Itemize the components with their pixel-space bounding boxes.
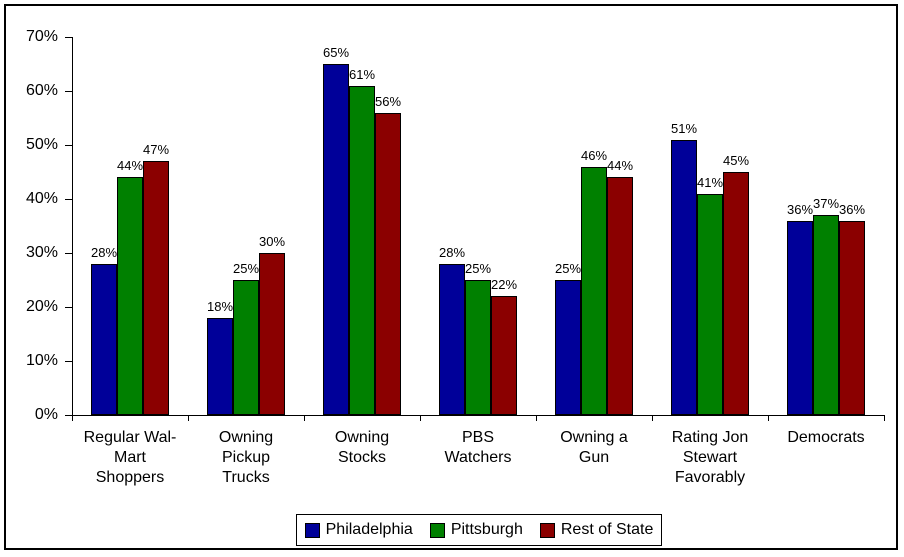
x-tick — [188, 415, 189, 421]
bar-value-label: 45% — [722, 153, 750, 168]
bar-rest-of-state — [839, 220, 865, 415]
bar-philadelphia — [555, 280, 581, 415]
legend-swatch-icon — [304, 522, 320, 538]
y-tick — [65, 145, 72, 146]
category-label: Democrats — [787, 429, 865, 446]
bar-rest-of-state — [607, 177, 633, 415]
bar-philadelphia — [671, 139, 697, 415]
bar-value-label: 28% — [90, 244, 118, 260]
x-tick — [304, 415, 305, 421]
x-tick — [536, 415, 537, 421]
y-tick-label: 0% — [34, 406, 58, 423]
x-tick — [72, 415, 73, 421]
legend-entry: Philadelphia — [304, 521, 413, 539]
bar-philadelphia — [323, 64, 349, 415]
category-label: Owning a Gun — [560, 429, 628, 466]
bar-value-label: 61% — [348, 66, 376, 82]
y-tick — [65, 307, 72, 308]
y-tick-label: 40% — [25, 190, 58, 207]
bar-philadelphia — [439, 263, 465, 415]
bar-rest-of-state — [375, 112, 401, 415]
category-label: Owning Pickup Trucks — [218, 429, 274, 486]
legend-label: Philadelphia — [325, 521, 413, 538]
bar-value-label: 18% — [206, 298, 234, 314]
y-tick — [65, 253, 72, 254]
x-tick — [884, 415, 885, 421]
bar-value-label: 36% — [838, 201, 866, 217]
category-label: PBS Watchers — [444, 429, 512, 466]
x-tick — [420, 415, 421, 421]
bar-pittsburgh — [813, 215, 839, 415]
category-label: Rating Jon Stewart Favorably — [671, 429, 749, 486]
category-label: Regular Wal- Mart Shoppers — [83, 429, 177, 486]
bar-value-label: 25% — [554, 261, 582, 276]
x-tick — [768, 415, 769, 421]
bar-pittsburgh — [349, 85, 375, 415]
y-tick-label: 60% — [25, 82, 58, 99]
legend-label: Rest of State — [560, 521, 654, 538]
legend-entry: Rest of State — [539, 521, 654, 539]
bar-pittsburgh — [117, 177, 143, 415]
bar-value-label: 28% — [438, 244, 466, 260]
bar-value-label: 44% — [116, 158, 144, 174]
bar-philadelphia — [787, 220, 813, 415]
bar-value-label: 22% — [490, 277, 518, 293]
x-axis-line — [72, 415, 885, 416]
y-tick — [65, 415, 72, 416]
bar-rest-of-state — [143, 161, 169, 415]
y-tick-label: 30% — [25, 244, 58, 261]
bar-value-label: 46% — [580, 147, 608, 163]
y-tick — [65, 91, 72, 92]
bar-value-label: 36% — [786, 201, 814, 217]
y-tick-label: 70% — [25, 28, 58, 45]
legend-swatch-icon — [429, 522, 445, 538]
x-tick — [652, 415, 653, 421]
y-tick-label: 20% — [25, 298, 58, 315]
y-tick — [65, 37, 72, 38]
bar-pittsburgh — [697, 193, 723, 415]
bar-pittsburgh — [233, 280, 259, 415]
bar-value-label: 25% — [464, 261, 492, 276]
bar-rest-of-state — [259, 253, 285, 415]
bar-value-label: 37% — [812, 196, 840, 212]
bar-value-label: 30% — [258, 234, 286, 249]
bar-rest-of-state — [491, 296, 517, 415]
bar-value-label: 51% — [670, 120, 698, 136]
bar-pittsburgh — [581, 166, 607, 415]
bar-value-label: 56% — [374, 93, 402, 109]
bar-value-label: 65% — [322, 45, 350, 60]
bar-philadelphia — [91, 263, 117, 415]
legend-entry: Pittsburgh — [429, 521, 523, 539]
bar-value-label: 47% — [142, 142, 170, 158]
legend-label: Pittsburgh — [450, 521, 523, 538]
bar-value-label: 44% — [606, 158, 634, 174]
bar-rest-of-state — [723, 172, 749, 415]
category-label: Owning Stocks — [334, 429, 390, 466]
y-tick-label: 50% — [25, 136, 58, 153]
bar-pittsburgh — [465, 280, 491, 415]
legend-swatch-icon — [539, 522, 555, 538]
y-axis-line — [72, 37, 73, 416]
y-tick — [65, 199, 72, 200]
y-tick — [65, 361, 72, 362]
bar-philadelphia — [207, 317, 233, 415]
legend: Philadelphia Pittsburgh Rest of State — [296, 514, 662, 546]
bar-value-label: 25% — [232, 261, 260, 276]
y-tick-label: 10% — [25, 352, 58, 369]
bar-value-label: 41% — [696, 174, 724, 190]
